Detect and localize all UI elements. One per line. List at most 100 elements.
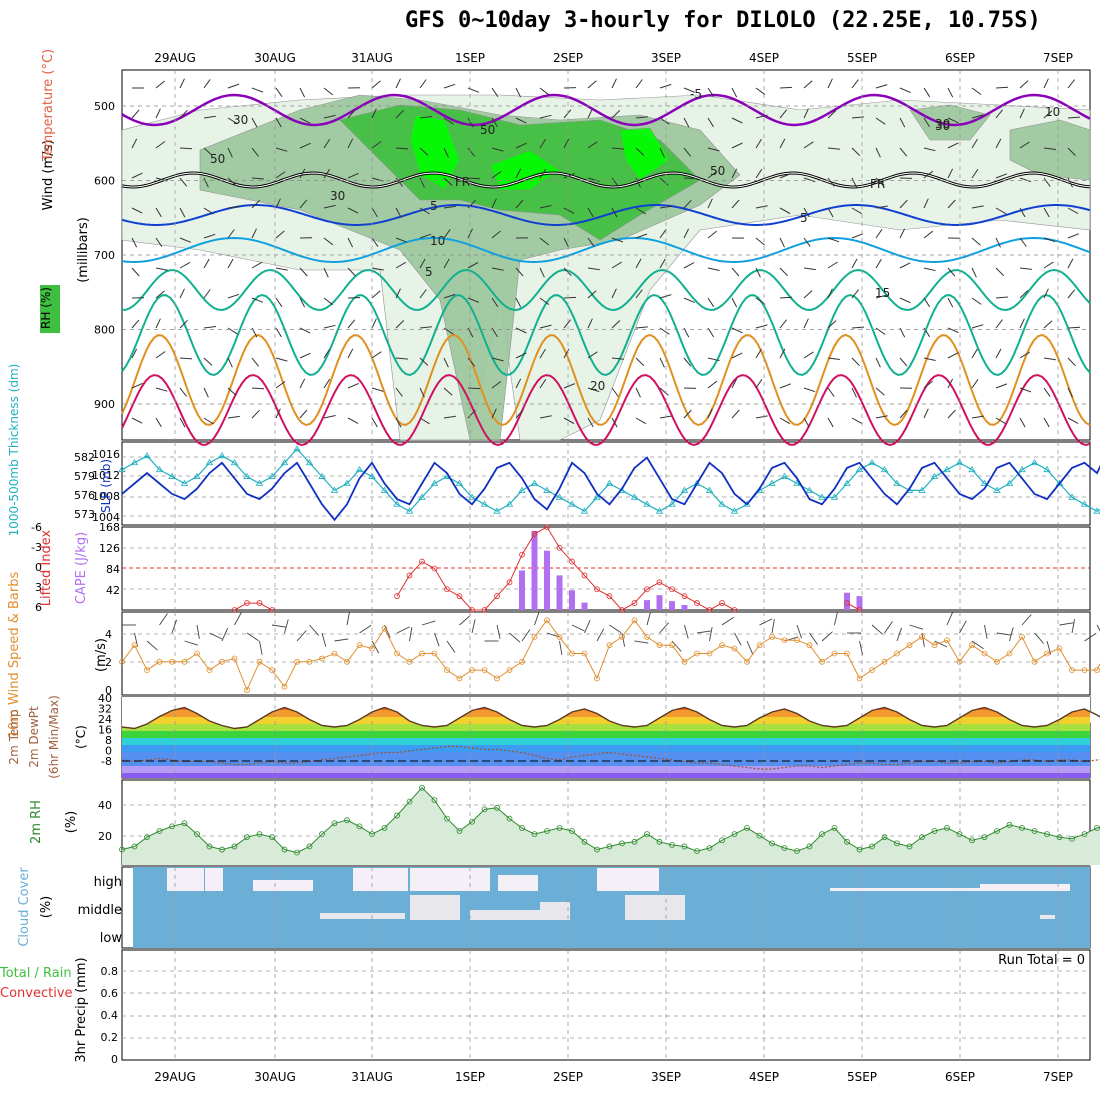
wind-barb [611, 207, 618, 218]
wind-barb [611, 177, 619, 187]
wind-speed-marker [519, 658, 525, 665]
wind-barb-10m [684, 624, 689, 639]
wind-barb [563, 207, 575, 214]
temp-tick: 40 [98, 692, 112, 705]
rh-tick: 40 [98, 799, 112, 812]
wind-barb [971, 324, 984, 329]
wind-barb [851, 147, 861, 156]
wind-speed-marker [731, 645, 738, 652]
thickness-marker [468, 493, 476, 500]
temp-contour-25 [121, 333, 1091, 427]
rh2m-marker [1069, 835, 1075, 842]
thickness-tick: 579 [74, 470, 95, 483]
wind-barb [923, 267, 936, 272]
temp-color-band [122, 745, 1090, 752]
rh2m-marker [731, 831, 738, 837]
wind-barb-10m [596, 628, 605, 642]
wind-barb-10m [434, 632, 440, 647]
wind-barb [1067, 387, 1073, 398]
wind-barb-10m [584, 620, 591, 634]
wind-barb [467, 262, 479, 269]
wind-barb [659, 327, 670, 335]
wind-barb [923, 357, 936, 361]
rh-shading [1009, 119, 1091, 181]
wind-speed-line [121, 619, 1100, 692]
wind-speed-marker [281, 683, 288, 690]
cape-bar [669, 601, 675, 610]
wind-barb [275, 357, 288, 362]
wind-barb [659, 177, 669, 186]
wind-speed-marker [856, 675, 863, 682]
rh2m-marker [156, 828, 163, 834]
wind-speed-marker [981, 650, 988, 657]
wind-barb [707, 408, 713, 419]
wind-barb [755, 348, 762, 359]
wind-barb [755, 138, 762, 149]
wind-barb [1067, 79, 1075, 89]
wind-barb [131, 319, 140, 329]
wind-barb [275, 117, 282, 128]
lifted-index-marker [619, 607, 625, 613]
thickness-tick: 573 [74, 508, 95, 521]
wind-barb [707, 380, 718, 389]
wind-barb [1019, 141, 1030, 149]
wind-barb-10m [259, 640, 263, 655]
wind-barb-10m [559, 640, 563, 655]
rh2m-marker [494, 804, 500, 811]
wind-barb [731, 297, 738, 308]
wind-barb [467, 409, 476, 419]
wind-barb [731, 409, 740, 419]
thickness-marker [1018, 465, 1026, 473]
wind-barb [155, 318, 161, 329]
rh2m-marker [394, 812, 400, 819]
wind-barb [131, 382, 143, 389]
wind-speed-marker [356, 642, 363, 649]
thickness-marker [493, 507, 501, 514]
wind-speed-marker [169, 658, 175, 665]
date-label-bottom: 4SEP [749, 1070, 779, 1084]
cape-axis-label: CAPE (J/kg) [74, 532, 89, 604]
rh2m-marker [481, 806, 488, 813]
lifted-index-marker [669, 586, 675, 593]
wind-speed-marker [631, 617, 638, 624]
wind-barb-10m [796, 624, 803, 639]
lifted-index-marker [844, 600, 850, 606]
cloud-high-block [205, 868, 223, 891]
rh2m-marker [819, 831, 825, 837]
lifted-index-marker [581, 572, 588, 579]
wind-barb-10m [896, 627, 903, 642]
contour-label: 5 [800, 211, 808, 225]
rh2m-marker [144, 834, 150, 841]
wind-speed-marker [669, 642, 675, 649]
cape-bar [581, 602, 588, 610]
wind-barb [635, 289, 643, 299]
wind-barb [731, 142, 743, 149]
wind-barb-10m [609, 624, 622, 634]
precip-tick: 0.2 [101, 1031, 119, 1044]
wind-barb-10m [634, 640, 649, 644]
lifted-index-marker [456, 593, 463, 600]
contour-label: -5 [690, 87, 702, 101]
wind-barb [731, 267, 740, 277]
wind-barb [155, 387, 168, 392]
wind-barb [371, 141, 382, 149]
wind-barb [707, 267, 720, 271]
wind-barb [323, 378, 331, 389]
rh2m-marker [119, 846, 125, 853]
rh2m-marker [581, 838, 588, 845]
date-label-top: 7SEP [1043, 51, 1073, 65]
wind-barb [971, 348, 978, 359]
wind-barb [851, 357, 860, 367]
thickness-marker [943, 465, 951, 473]
wind-barb-10m [446, 640, 456, 653]
wind-speed-marker [381, 625, 388, 632]
wind-barb [251, 409, 260, 419]
wind-barb-10m [534, 611, 540, 626]
rh2m-marker [944, 825, 950, 831]
rh2m-marker [406, 798, 413, 805]
contour-label: 30 [330, 189, 345, 203]
wind-barb [179, 207, 186, 218]
wind-barb-10m [146, 640, 158, 651]
thickness-marker [705, 486, 714, 493]
cloud-mid-block [540, 902, 570, 920]
